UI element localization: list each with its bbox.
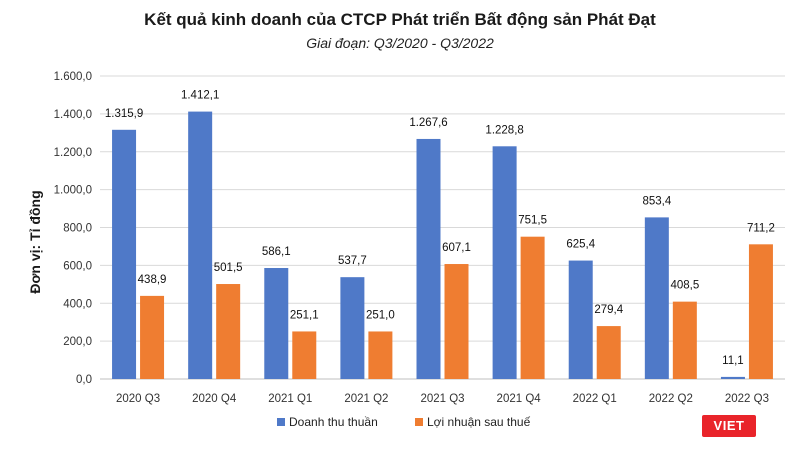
x-tick-label: 2022 Q2 [649,393,693,405]
data-label-revenue: 853,4 [642,195,671,207]
x-tick-label: 2020 Q4 [192,393,237,405]
data-label-revenue: 1.228,8 [485,124,523,136]
bar-revenue [188,111,213,380]
chart-subtitle: Giai đoạn: Q3/2020 - Q3/2022 [306,35,494,51]
x-tick-label: 2022 Q3 [725,393,769,405]
bar-revenue [112,129,137,379]
bar-profit [444,264,469,379]
y-tick-label: 1.600,0 [54,71,92,83]
data-label-revenue: 1.412,1 [181,90,219,102]
data-label-profit: 751,5 [518,215,547,227]
data-label-revenue: 1.267,6 [409,117,447,129]
bar-revenue [416,138,441,379]
bar-profit [140,295,165,379]
y-tick-label: 600,0 [63,260,92,272]
legend: Doanh thu thuần Lợi nhuận sau thuế [277,415,531,429]
data-labels: 1.315,9 438,9 1.412,1 501,5 586,1 251,1 537,7 2… [105,90,775,367]
bar-revenue [340,277,365,379]
legend-label-revenue: Doanh thu thuần [289,415,378,429]
y-tick-label: 1.400,0 [54,109,92,121]
data-label-revenue: 537,7 [338,255,367,267]
bar-revenue [264,268,289,379]
bar-profit [216,284,241,379]
data-label-profit: 501,5 [214,262,243,274]
bars [112,111,773,380]
data-label-revenue: 586,1 [262,246,291,258]
bar-revenue [492,146,517,379]
bar-profit [292,331,317,379]
y-axis-ticks: 0,0 200,0 400,0 600,0 800,0 1.000,0 1.200,0 1.4… [54,71,92,386]
y-tick-label: 0,0 [76,374,92,386]
data-label-revenue: 1.315,9 [105,108,143,120]
data-label-revenue: 11,1 [722,355,744,367]
bar-profit [520,236,545,379]
bar-profit [368,331,393,379]
x-tick-label: 2021 Q4 [497,393,542,405]
y-tick-label: 1.200,0 [54,147,92,159]
y-tick-label: 400,0 [63,298,92,310]
x-axis-ticks: 2020 Q3 2020 Q4 2021 Q1 2021 Q2 2021 Q3 2021 … [116,393,769,405]
data-label-profit: 408,5 [670,280,699,292]
data-label-profit: 251,0 [366,309,395,321]
bar-revenue [644,217,669,379]
bar-revenue [568,260,593,379]
legend-swatch-revenue [277,418,285,426]
viet-watermark-logo: VIET [702,415,756,437]
legend-swatch-profit [415,418,423,426]
y-tick-label: 1.000,0 [54,185,92,197]
data-label-profit: 438,9 [138,274,167,286]
x-tick-label: 2021 Q3 [420,393,464,405]
data-label-profit: 711,2 [747,222,775,234]
y-tick-label: 800,0 [63,223,92,235]
data-label-revenue: 625,4 [566,239,595,251]
x-tick-label: 2021 Q2 [344,393,388,405]
legend-label-profit: Lợi nhuận sau thuế [427,415,531,429]
y-tick-label: 200,0 [63,336,92,348]
data-label-profit: 279,4 [594,304,623,316]
x-tick-label: 2020 Q3 [116,393,160,405]
x-tick-label: 2022 Q1 [573,393,617,405]
gridlines [100,75,785,380]
bar-revenue [720,376,745,379]
y-axis-label: Đơn vị: Tỉ đồng [27,190,43,293]
chart-title: Kết quả kinh doanh của CTCP Phát triển B… [144,10,656,29]
bar-profit [748,244,773,379]
data-label-profit: 251,1 [290,309,319,321]
data-label-profit: 607,1 [442,242,471,254]
bar-profit [596,326,621,379]
x-tick-label: 2021 Q1 [268,393,312,405]
bar-profit [672,301,697,379]
